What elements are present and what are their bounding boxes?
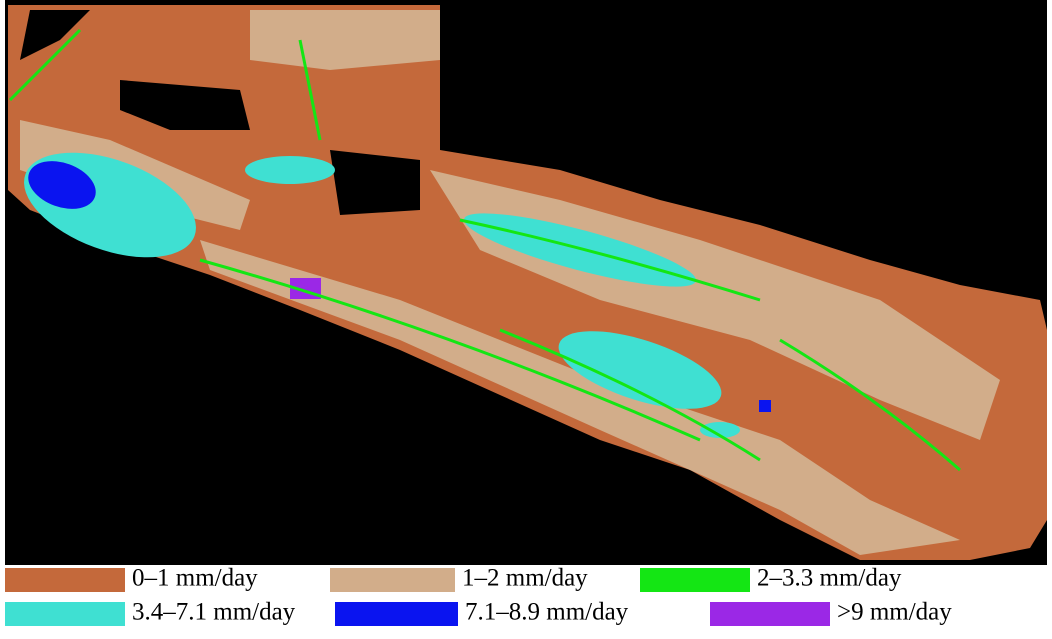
legend-label: >9 mm/day (837, 599, 952, 626)
legend-label: 0–1 mm/day (132, 565, 258, 592)
legend-swatch (710, 602, 830, 626)
legend-label: 1–2 mm/day (462, 565, 588, 592)
legend-swatch (640, 568, 750, 592)
legend-swatch (5, 568, 125, 592)
legend-swatch (330, 568, 455, 592)
legend-label: 7.1–8.9 mm/day (465, 599, 629, 626)
legend-label: 3.4–7.1 mm/day (132, 599, 296, 626)
legend: 0–1 mm/day 1–2 mm/day 2–3.3 mm/day 3.4–7.1 … (5, 565, 952, 626)
legend-label: 2–3.3 mm/day (757, 565, 902, 592)
legend-swatch (335, 602, 458, 626)
region-tan (250, 10, 440, 70)
region-cyan (245, 156, 335, 184)
legend-swatch (5, 602, 125, 626)
map (5, 0, 1047, 565)
region-nodata (330, 150, 420, 215)
map-figure: 0–1 mm/day 1–2 mm/day 2–3.3 mm/day 3.4–7.1 … (0, 0, 1052, 634)
region-blue (759, 400, 771, 412)
